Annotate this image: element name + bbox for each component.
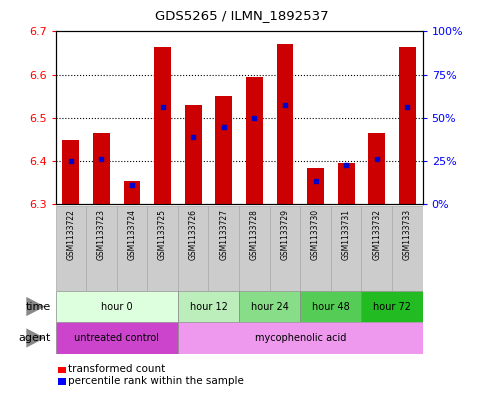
Bar: [300, 206, 331, 291]
Bar: [277, 44, 293, 204]
Bar: [56, 291, 178, 322]
Bar: [56, 206, 86, 291]
Bar: [239, 206, 270, 291]
Bar: [56, 322, 178, 354]
Text: agent: agent: [18, 333, 51, 343]
Text: GSM1133726: GSM1133726: [189, 209, 198, 260]
Bar: [62, 140, 79, 204]
Bar: [361, 206, 392, 291]
Polygon shape: [27, 297, 45, 316]
Text: hour 72: hour 72: [373, 301, 411, 312]
Bar: [331, 206, 361, 291]
Text: GSM1133722: GSM1133722: [66, 209, 75, 260]
Bar: [246, 77, 263, 204]
Text: time: time: [26, 301, 51, 312]
Text: GDS5265 / ILMN_1892537: GDS5265 / ILMN_1892537: [155, 9, 328, 22]
Text: GSM1133727: GSM1133727: [219, 209, 228, 260]
Bar: [307, 168, 324, 204]
Text: GSM1133725: GSM1133725: [158, 209, 167, 260]
Text: hour 48: hour 48: [312, 301, 350, 312]
Text: GSM1133728: GSM1133728: [250, 209, 259, 260]
Bar: [185, 105, 201, 204]
Bar: [369, 133, 385, 204]
Bar: [270, 206, 300, 291]
Bar: [178, 291, 239, 322]
Text: GSM1133724: GSM1133724: [128, 209, 137, 260]
Text: mycophenolic acid: mycophenolic acid: [255, 333, 346, 343]
Text: GSM1133731: GSM1133731: [341, 209, 351, 260]
Polygon shape: [27, 328, 45, 347]
Bar: [215, 96, 232, 204]
Bar: [399, 47, 416, 204]
Text: percentile rank within the sample: percentile rank within the sample: [68, 376, 243, 386]
Text: hour 24: hour 24: [251, 301, 289, 312]
Text: untreated control: untreated control: [74, 333, 159, 343]
Bar: [124, 181, 141, 204]
Bar: [117, 206, 147, 291]
Text: GSM1133729: GSM1133729: [281, 209, 289, 260]
Text: hour 12: hour 12: [189, 301, 227, 312]
Bar: [361, 291, 423, 322]
Text: hour 0: hour 0: [101, 301, 132, 312]
Bar: [392, 206, 423, 291]
Bar: [178, 322, 423, 354]
Bar: [86, 206, 117, 291]
Bar: [209, 206, 239, 291]
Bar: [93, 133, 110, 204]
Text: transformed count: transformed count: [68, 364, 165, 375]
Bar: [338, 163, 355, 204]
Text: GSM1133733: GSM1133733: [403, 209, 412, 260]
Bar: [147, 206, 178, 291]
Bar: [239, 291, 300, 322]
Text: GSM1133730: GSM1133730: [311, 209, 320, 260]
Text: GSM1133723: GSM1133723: [97, 209, 106, 260]
Text: GSM1133732: GSM1133732: [372, 209, 381, 260]
Bar: [300, 291, 361, 322]
Bar: [178, 206, 209, 291]
Bar: [154, 47, 171, 204]
